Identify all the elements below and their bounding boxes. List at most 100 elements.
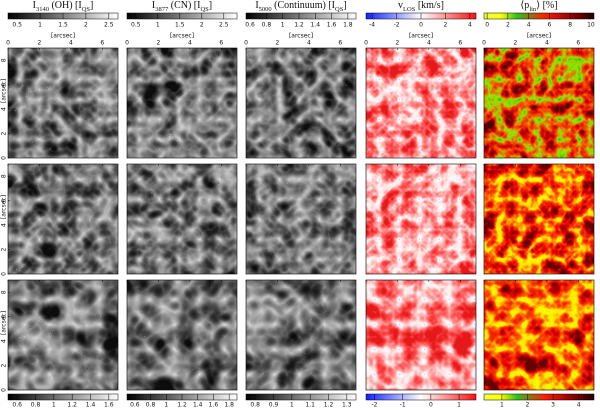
panel-image — [366, 280, 476, 390]
y-tick-label: 0 — [1, 388, 8, 392]
image-panel — [245, 47, 357, 159]
colorbar-tick-label: 6 — [547, 22, 551, 29]
colorbar: 1 2 3 4 — [483, 393, 595, 409]
image-panel — [245, 279, 357, 391]
title-part: (CN) [I — [168, 0, 200, 11]
colorbar-tick-label: 1.2 — [324, 402, 334, 409]
colorbar-tick-label: 1.2 — [67, 402, 77, 409]
panel-frame — [365, 279, 477, 391]
colorbar-tick-label: 1 — [290, 402, 294, 409]
title-part: 3140 — [36, 6, 49, 13]
colorbar-tick-label: -4 — [369, 22, 375, 29]
image-panel — [245, 163, 357, 275]
panel-image — [8, 164, 118, 274]
image-panel: 0 2 4 6 8 [arcsec] — [1, 163, 119, 276]
colorbar: 0.6 0.8 1 1.2 1.4 1.6 — [7, 393, 119, 409]
colorbar-tick-label: 1.6 — [209, 402, 219, 409]
x-tick-label: 6 — [458, 40, 462, 47]
panel-image — [366, 48, 476, 158]
colorbar-tick-label: 0.8 — [31, 402, 41, 409]
colorbar: 0.5 1 1.5 2 2.5 — [126, 12, 238, 29]
image-panel — [365, 279, 477, 391]
colorbar-tick-label: -2 — [394, 22, 400, 29]
colorbar-tick-label: 1 — [281, 22, 285, 29]
colorbar-tick-label: 0.6 — [130, 402, 140, 409]
colorbar-tick-label: 0.8 — [262, 22, 272, 29]
panel-frame — [126, 279, 238, 391]
colorbar-tick-label: 1.6 — [104, 402, 114, 409]
colorbar-tick-label: 1.8 — [224, 402, 234, 409]
x-tick-label: 0 — [364, 40, 368, 47]
title-part: I — [255, 0, 258, 11]
colorbar-tick-label: 10 — [587, 22, 595, 29]
colorbar-tick-label: 1.4 — [310, 22, 320, 29]
image-panel — [483, 47, 595, 159]
panel-image — [366, 164, 476, 274]
colorbar: 0 2 4 6 8 10 — [483, 12, 595, 29]
title-part: ⟩ [%] — [536, 0, 557, 11]
y-tick-label: 8 — [1, 290, 8, 294]
colorbar-scale — [126, 12, 238, 20]
colorbar-tick-label: 1.6 — [327, 22, 337, 29]
panel-frame — [245, 163, 357, 275]
image-panel — [483, 163, 595, 275]
title-part: QS — [335, 6, 344, 13]
panel-frame — [365, 47, 477, 159]
x-tick-label: 2 — [276, 40, 280, 47]
colorbar: 0.8 0.9 1 1.1 1.2 1.3 — [245, 393, 357, 409]
image-panel: 0 2 4 6 8 [arcsec] — [1, 279, 119, 392]
y-tick-label: 6 — [1, 315, 8, 319]
panel-frame — [7, 279, 119, 391]
panel-image — [127, 280, 237, 390]
y-axis-label: [arcsec] — [1, 79, 8, 103]
x-tick-label: 2 — [396, 40, 400, 47]
y-tick-label: 8 — [1, 174, 8, 178]
panel-frame — [245, 279, 357, 391]
colorbar-tick-label: 1.2 — [177, 402, 187, 409]
colorbar-tick-label: 1.4 — [86, 402, 96, 409]
panel-image — [127, 48, 237, 158]
colorbar-tick-label: 0.9 — [269, 402, 279, 409]
title-part: 3877 — [155, 6, 169, 13]
title-part: lin — [529, 6, 537, 13]
x-tick-label: 0 — [482, 40, 486, 47]
colorbar-tick-label: 4 — [468, 22, 472, 29]
colorbar-tick-label: 2 — [200, 22, 204, 29]
x-tick-label: 4 — [69, 40, 73, 47]
colorbar-scale — [7, 393, 119, 401]
colorbar-tick-label: 1.3 — [342, 402, 352, 409]
colorbar: -2 -1 0 1 — [365, 393, 477, 409]
colorbar-tick-label: 2 — [506, 22, 510, 29]
image-panel — [365, 47, 477, 159]
title-part: I — [33, 0, 36, 11]
colorbar: 0.6 0.8 1 1.2 1.4 1.6 1.8 — [126, 393, 238, 409]
y-tick-label: 0 — [1, 156, 8, 160]
y-tick-label: 2 — [1, 247, 8, 251]
panel-image — [127, 164, 237, 274]
image-panel — [365, 163, 477, 275]
colorbar-scale — [483, 12, 595, 20]
colorbar-tick-label: 0.5 — [131, 22, 141, 29]
title-part: ] — [343, 0, 346, 11]
panel-frame — [126, 47, 238, 159]
colorbar-tick-label: 0.8 — [146, 402, 156, 409]
panel-image — [484, 48, 594, 158]
x-axis-label: [arcsec] — [289, 33, 313, 40]
colorbar: -4 -2 0 2 4 — [365, 12, 477, 29]
colorbar-tick-label: 8 — [568, 22, 572, 29]
panel-frame — [483, 163, 595, 275]
colorbar: 0.5 1 1.5 2 2.5 — [7, 12, 119, 29]
x-tick-label: 2 — [157, 40, 161, 47]
x-tick-label: 4 — [545, 40, 549, 47]
colorbar-tick-label: 1 — [38, 22, 42, 29]
colorbar-tick-label: 1.8 — [343, 22, 353, 29]
image-panel — [126, 279, 238, 391]
column-title: I5000 (Continuum) [IQS] — [255, 0, 346, 13]
colorbar-scale — [245, 393, 357, 401]
colorbar-tick-label: 1.5 — [175, 22, 185, 29]
colorbar-tick-label: 1 — [156, 22, 160, 29]
x-tick-label: 0 — [125, 40, 129, 47]
y-tick-label: 6 — [1, 83, 8, 87]
x-tick-label: 0 — [6, 40, 10, 47]
title-part: v — [398, 0, 403, 11]
